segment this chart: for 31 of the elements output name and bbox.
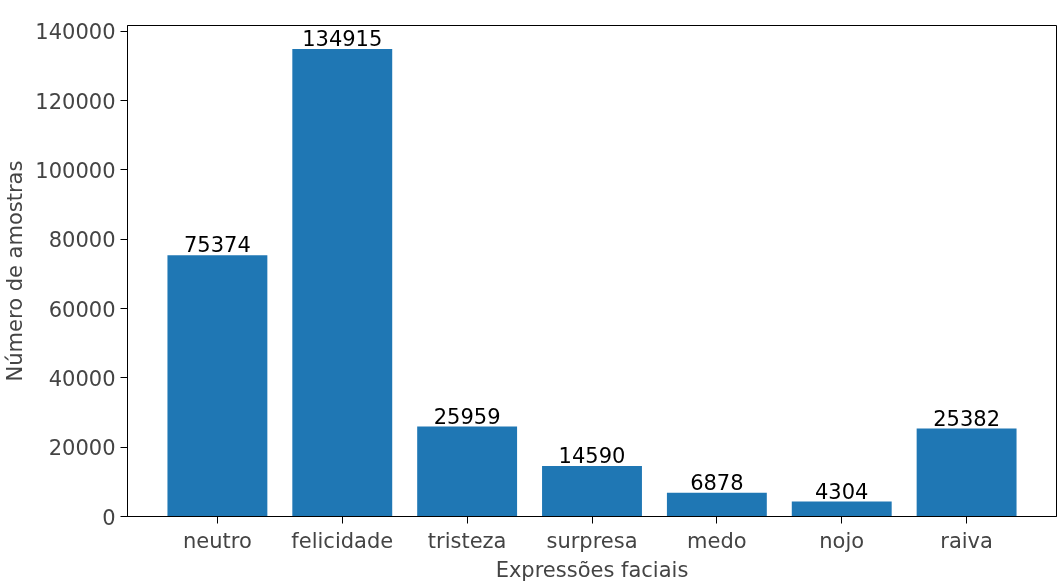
y-tick-label: 20000 (48, 436, 116, 461)
y-tick-label: 140000 (35, 20, 116, 45)
data-label: 134915 (302, 26, 383, 51)
data-label: 6878 (690, 470, 744, 495)
y-tick-label: 40000 (48, 366, 116, 391)
bar (292, 48, 393, 517)
x-tick-label: felicidade (291, 528, 394, 553)
y-tick-label: 60000 (48, 297, 116, 322)
y-tick-label: 100000 (35, 158, 116, 183)
y-tick-label: 120000 (35, 89, 116, 114)
bar (791, 501, 892, 517)
data-label: 25382 (933, 406, 1001, 431)
bar (167, 255, 268, 517)
x-tick-label: raiva (940, 528, 993, 553)
x-tick-label: tristeza (427, 528, 507, 553)
bar (542, 465, 642, 517)
y-axis-title: Número de amostras (3, 160, 28, 382)
x-tick-label: medo (687, 528, 747, 553)
data-label: 14590 (558, 443, 626, 468)
bar (417, 426, 518, 517)
y-tick-label: 80000 (48, 228, 116, 253)
y-tick-label: 0 (102, 505, 116, 530)
bar (666, 492, 767, 517)
data-label: 4304 (815, 479, 869, 504)
x-tick-label: neutro (183, 528, 252, 553)
data-label: 25959 (433, 404, 501, 429)
x-tick-label: nojo (819, 528, 865, 553)
x-axis-title: Expressões faciais (495, 557, 689, 582)
data-label: 75374 (184, 233, 251, 258)
bar (916, 428, 1017, 517)
x-tick-label: surpresa (546, 528, 638, 553)
